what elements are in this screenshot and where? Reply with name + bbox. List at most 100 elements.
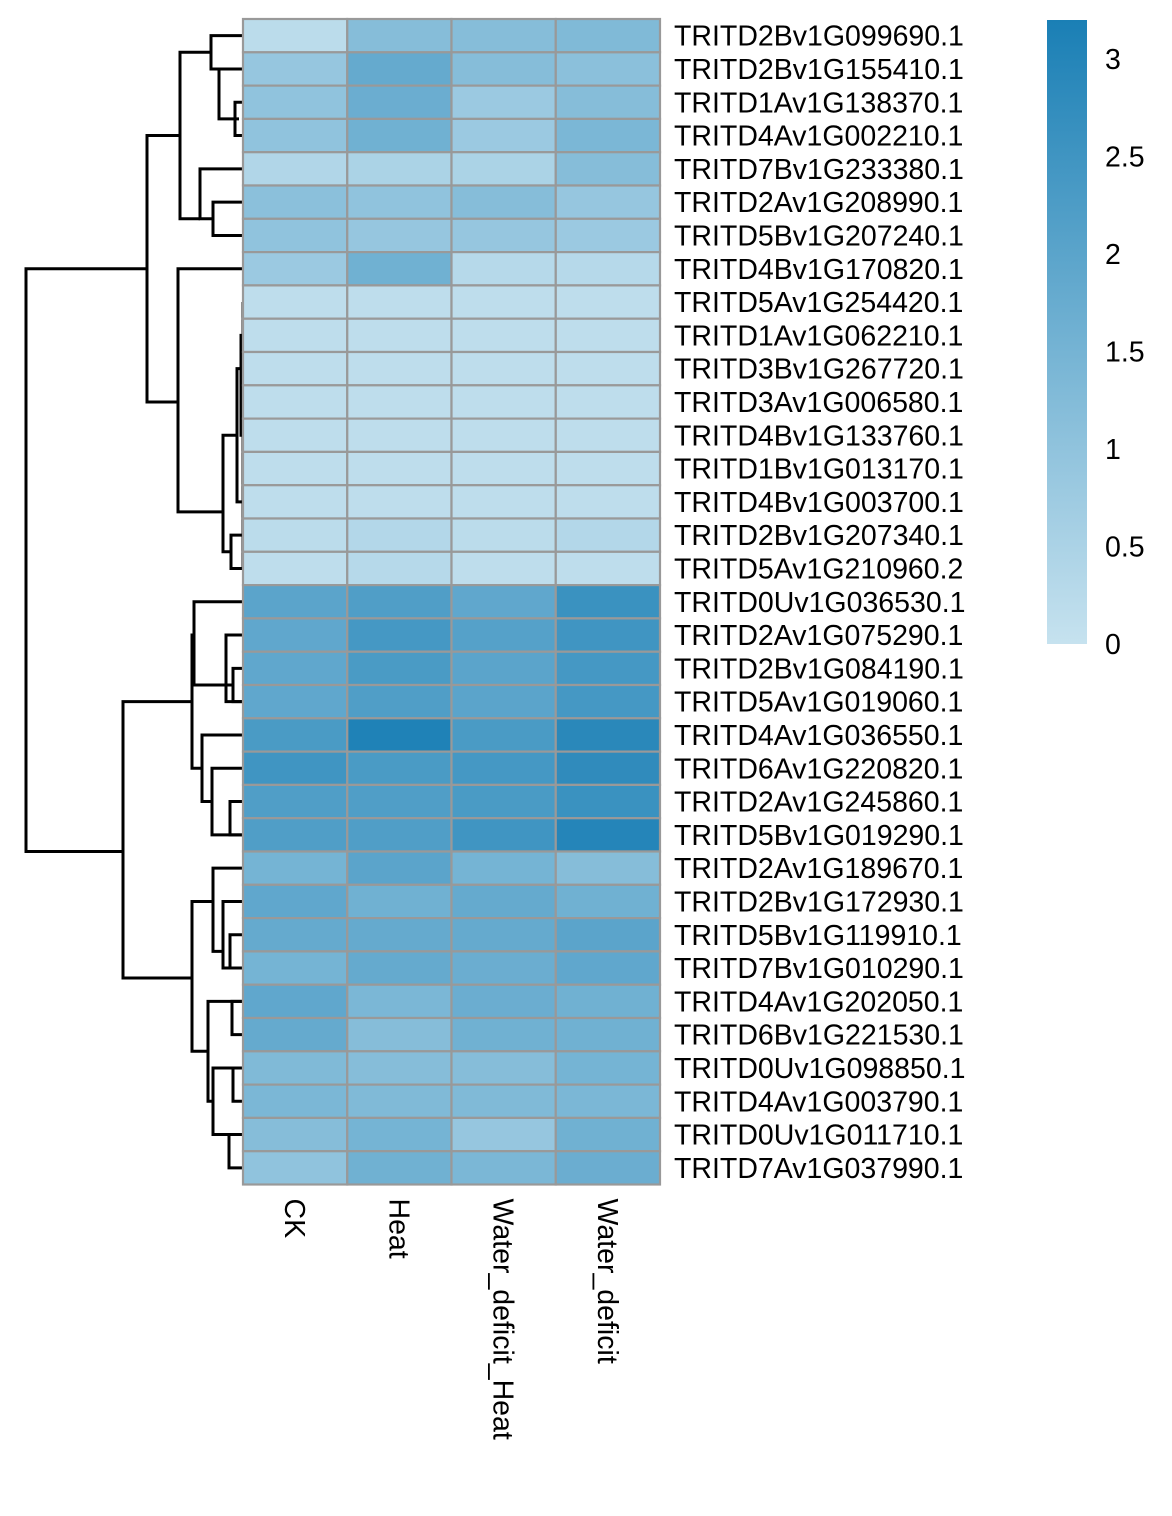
- heatmap-cell: [241, 683, 349, 720]
- heatmap-cell: [450, 683, 557, 720]
- heatmap-cell: [241, 1016, 349, 1053]
- heatmap-cell: [346, 617, 453, 653]
- dendrogram-branch: [209, 34, 243, 71]
- column-labels: CK Heat Water_deficit_Heat Water_deficit: [278, 1199, 623, 1440]
- heatmap-cell: [450, 550, 557, 587]
- heatmap-cell: [450, 950, 557, 986]
- dendrogram-branch: [230, 999, 243, 1037]
- heatmap-cell: [346, 550, 453, 587]
- row-label: TRITD3Av1G006580.1: [674, 387, 963, 419]
- heatmap-cell: [241, 317, 349, 354]
- heatmap-cell: [346, 850, 453, 886]
- heatmap-cell: [450, 650, 557, 687]
- heatmap-cell: [450, 750, 557, 786]
- heatmap-cell: [346, 350, 453, 387]
- heatmap-cell: [554, 217, 662, 254]
- row-label: TRITD5Av1G254420.1: [674, 287, 963, 319]
- heatmap-cell: [554, 950, 662, 986]
- heatmap-cell: [346, 317, 453, 354]
- heatmap-cell: [346, 84, 453, 120]
- heatmap-cell: [346, 417, 453, 454]
- heatmap-cell: [554, 817, 662, 853]
- row-label: TRITD5Bv1G019290.1: [674, 820, 964, 852]
- heatmap-cell: [241, 783, 349, 820]
- row-label: TRITD4Bv1G133760.1: [674, 420, 964, 452]
- heatmap-cell: [241, 284, 349, 320]
- heatmap-cell: [241, 850, 349, 886]
- dendrogram-branch: [190, 899, 213, 1053]
- heatmap-cell: [554, 850, 662, 886]
- row-label: TRITD7Bv1G010290.1: [674, 953, 964, 985]
- heatmap-cell: [554, 1083, 662, 1119]
- dendrogram-branch: [145, 134, 180, 404]
- heatmap-cell: [241, 17, 349, 54]
- heatmap-cell: [554, 1150, 662, 1186]
- heatmap-cell: [450, 883, 557, 920]
- heatmap-cell: [450, 1050, 557, 1086]
- colorbar-tick-label: 3: [1105, 44, 1121, 76]
- heatmap-cell: [554, 750, 662, 786]
- column-label: Heat: [382, 1199, 414, 1259]
- heatmap-cell: [346, 1050, 453, 1086]
- heatmap-cell: [346, 1083, 453, 1119]
- row-labels: TRITD2Bv1G099690.1TRITD2Bv1G155410.1TRIT…: [674, 21, 965, 1185]
- heatmap-cell: [241, 583, 349, 620]
- heatmap-cell: [554, 350, 662, 387]
- heatmap-cell: [346, 284, 453, 320]
- heatmap-cell: [450, 417, 557, 454]
- row-label: TRITD1Bv1G013170.1: [674, 454, 964, 486]
- heatmap-cell: [346, 1150, 453, 1186]
- heatmap-cell: [241, 1150, 349, 1186]
- dendrogram-branch: [198, 167, 243, 221]
- heatmap-cell: [241, 417, 349, 454]
- row-label: TRITD2Av1G075290.1: [674, 620, 963, 652]
- row-label: TRITD2Bv1G084190.1: [674, 653, 964, 685]
- heatmap-cell: [554, 284, 662, 320]
- heatmap-cell: [554, 84, 662, 120]
- heatmap-cell: [554, 184, 662, 220]
- heatmap-cell: [554, 251, 662, 287]
- column-label: Water_deficit_Heat: [487, 1199, 519, 1440]
- heatmap-cell: [241, 384, 349, 420]
- dendrogram-branch: [228, 933, 243, 970]
- heatmap-cell: [450, 384, 557, 420]
- heatmap-cell: [450, 317, 557, 354]
- colorbar-tick-label: 2: [1105, 239, 1121, 271]
- heatmap-cell: [554, 583, 662, 620]
- heatmap-cell: [450, 284, 557, 320]
- heatmap-cell: [554, 1050, 662, 1086]
- row-label: TRITD0Uv1G011710.1: [674, 1120, 963, 1152]
- row-dendrogram: [24, 34, 245, 1170]
- heatmap-cell: [346, 217, 453, 254]
- heatmap-cell: [554, 417, 662, 454]
- colorbar-tick-label: 0: [1105, 629, 1121, 661]
- heatmap-cell: [450, 783, 557, 820]
- row-label: TRITD0Uv1G036530.1: [674, 587, 965, 619]
- heatmap-cell: [241, 117, 349, 154]
- heatmap-cell: [450, 583, 557, 620]
- heatmap-cell: [554, 650, 662, 687]
- heatmap-cell: [346, 484, 453, 520]
- row-label: TRITD5Av1G210960.2: [674, 553, 963, 585]
- row-label: TRITD1Av1G062210.1: [674, 320, 963, 352]
- dendrogram-branch: [24, 267, 147, 853]
- heatmap-cell: [241, 750, 349, 786]
- heatmap-cell: [554, 117, 662, 154]
- row-label: TRITD2Bv1G155410.1: [674, 54, 964, 86]
- heatmap-cell: [241, 151, 349, 187]
- heatmap-cell: [450, 84, 557, 120]
- heatmap-cell: [241, 883, 349, 920]
- row-label: TRITD4Av1G002210.1: [674, 121, 963, 153]
- heatmap-cell: [346, 583, 453, 620]
- dendrogram-branch: [231, 1066, 243, 1103]
- dendrogram-branch: [228, 800, 243, 837]
- heatmap-cell: [346, 251, 453, 287]
- heatmap-cell: [241, 983, 349, 1020]
- heatmap-cell: [346, 17, 453, 54]
- heatmap-cell: [450, 1150, 557, 1186]
- heatmap-cell: [554, 617, 662, 653]
- heatmap-cell: [346, 1116, 453, 1153]
- heatmap-cell: [241, 217, 349, 254]
- heatmap-cell: [450, 817, 557, 853]
- row-label: TRITD0Uv1G098850.1: [674, 1053, 965, 1085]
